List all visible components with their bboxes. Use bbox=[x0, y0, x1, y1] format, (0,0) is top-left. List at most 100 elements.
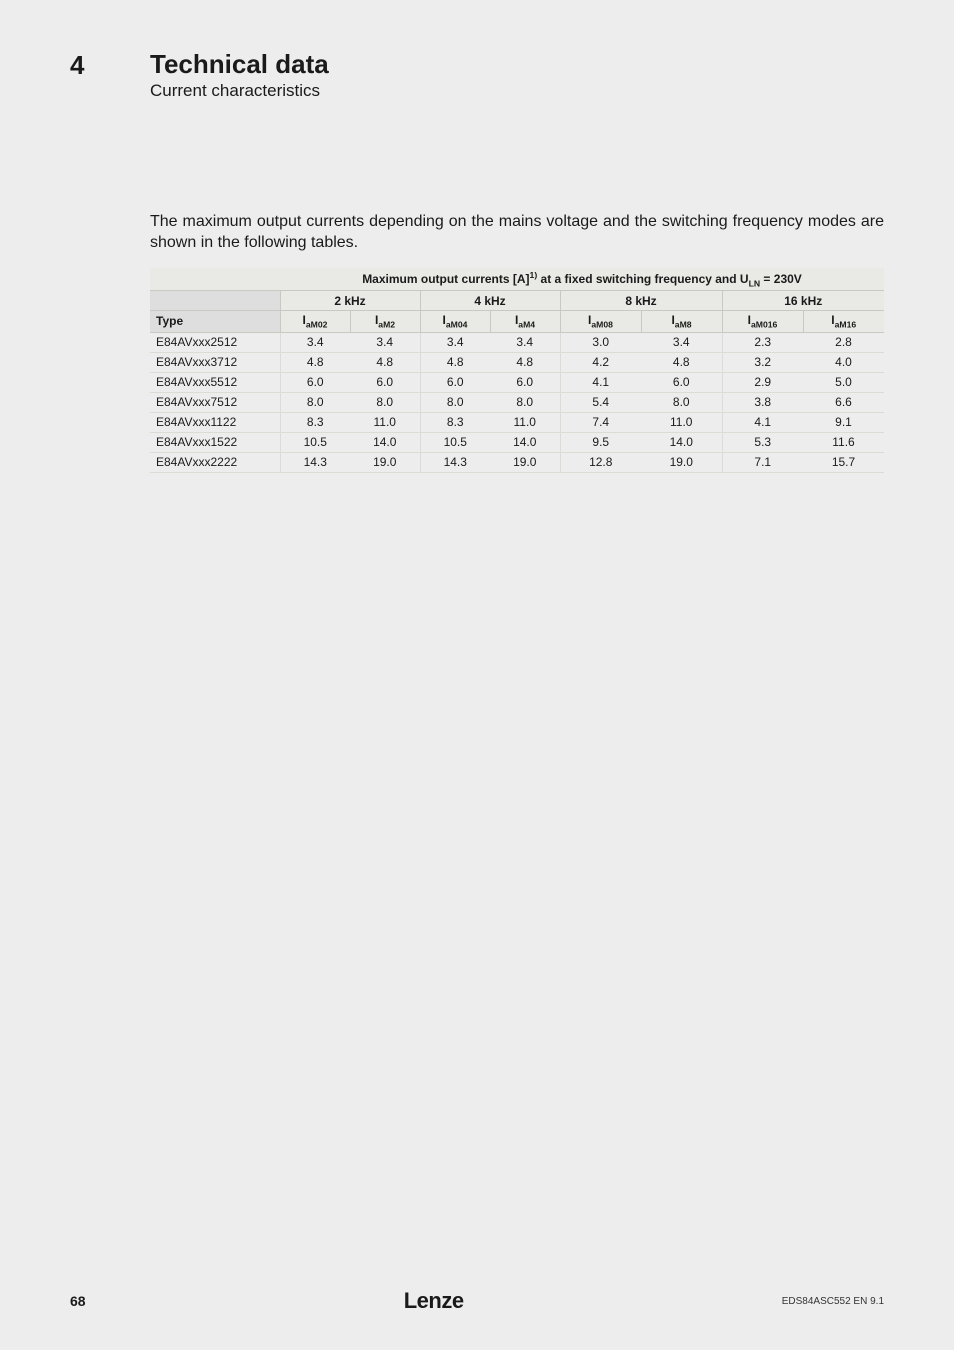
table-cell-value: 3.4 bbox=[641, 332, 722, 352]
table-cell-value: 4.1 bbox=[560, 372, 641, 392]
table-cell-value: 8.0 bbox=[280, 392, 350, 412]
table-cell-value: 2.9 bbox=[722, 372, 803, 392]
table-cell-type: E84AVxxx5512 bbox=[150, 372, 280, 392]
table-cell-value: 4.8 bbox=[641, 352, 722, 372]
table-symbol-header: IaM8 bbox=[641, 311, 722, 332]
table-cell-value: 9.5 bbox=[560, 432, 641, 452]
table-symbol-header: IaM4 bbox=[490, 311, 560, 332]
intro-paragraph: The maximum output currents depending on… bbox=[150, 211, 884, 254]
table-cell-value: 6.0 bbox=[350, 372, 420, 392]
output-currents-table: Maximum output currents [A]1) at a fixed… bbox=[150, 268, 884, 473]
table-symbol-header: IaM04 bbox=[420, 311, 490, 332]
output-currents-table-wrap: Maximum output currents [A]1) at a fixed… bbox=[150, 268, 884, 473]
table-cell-value: 10.5 bbox=[280, 432, 350, 452]
table-row: E84AVxxx222214.319.014.319.012.819.07.11… bbox=[150, 452, 884, 472]
table-cell-value: 19.0 bbox=[350, 452, 420, 472]
table-cell-value: 6.6 bbox=[803, 392, 884, 412]
table-frequency-row: 2 kHz4 kHz8 kHz16 kHz bbox=[150, 291, 884, 311]
table-symbol-header: IaM016 bbox=[722, 311, 803, 332]
table-cell-value: 4.1 bbox=[722, 412, 803, 432]
table-cell-value: 10.5 bbox=[420, 432, 490, 452]
table-cell-value: 4.8 bbox=[280, 352, 350, 372]
table-cell-value: 8.0 bbox=[420, 392, 490, 412]
table-cell-value: 4.8 bbox=[420, 352, 490, 372]
table-freq-header: 2 kHz bbox=[280, 291, 420, 311]
table-cell-type: E84AVxxx1522 bbox=[150, 432, 280, 452]
table-cell-value: 4.2 bbox=[560, 352, 641, 372]
table-cell-value: 8.0 bbox=[641, 392, 722, 412]
table-cell-value: 8.0 bbox=[350, 392, 420, 412]
table-cell-value: 5.4 bbox=[560, 392, 641, 412]
table-cell-value: 9.1 bbox=[803, 412, 884, 432]
document-id: EDS84ASC552 EN 9.1 bbox=[782, 1296, 884, 1307]
table-cell-value: 14.3 bbox=[280, 452, 350, 472]
table-cell-value: 2.3 bbox=[722, 332, 803, 352]
table-cell-value: 3.4 bbox=[350, 332, 420, 352]
table-cell-value: 11.0 bbox=[641, 412, 722, 432]
table-cell-value: 3.4 bbox=[420, 332, 490, 352]
table-freq-header: 4 kHz bbox=[420, 291, 560, 311]
table-cell-value: 12.8 bbox=[560, 452, 641, 472]
page: 4 Technical data Current characteristics… bbox=[0, 0, 954, 1350]
section-number: 4 bbox=[70, 50, 110, 81]
table-cell-value: 8.3 bbox=[280, 412, 350, 432]
table-freq-header: 16 kHz bbox=[722, 291, 884, 311]
table-cell-value: 5.3 bbox=[722, 432, 803, 452]
page-subtitle: Current characteristics bbox=[150, 81, 884, 101]
table-symbol-header: IaM02 bbox=[280, 311, 350, 332]
table-cell-value: 14.0 bbox=[350, 432, 420, 452]
page-title: Technical data bbox=[150, 50, 884, 79]
table-cell-value: 3.0 bbox=[560, 332, 641, 352]
table-cell-value: 8.0 bbox=[490, 392, 560, 412]
table-row: E84AVxxx37124.84.84.84.84.24.83.24.0 bbox=[150, 352, 884, 372]
table-cell-value: 3.2 bbox=[722, 352, 803, 372]
table-symbol-header: IaM16 bbox=[803, 311, 884, 332]
table-cell-value: 11.0 bbox=[490, 412, 560, 432]
table-cell-value: 6.0 bbox=[280, 372, 350, 392]
table-cell-value: 7.1 bbox=[722, 452, 803, 472]
table-freq-header: 8 kHz bbox=[560, 291, 722, 311]
table-type-header: Type bbox=[150, 311, 280, 332]
table-row: E84AVxxx11228.311.08.311.07.411.04.19.1 bbox=[150, 412, 884, 432]
table-caption: Maximum output currents [A]1) at a fixed… bbox=[280, 268, 884, 291]
table-cell-value: 4.8 bbox=[350, 352, 420, 372]
table-cell-value: 4.8 bbox=[490, 352, 560, 372]
table-cell-value: 19.0 bbox=[490, 452, 560, 472]
table-cell-value: 3.4 bbox=[280, 332, 350, 352]
table-symbol-row: Type IaM02IaM2IaM04IaM4IaM08IaM8IaM016Ia… bbox=[150, 311, 884, 332]
table-row: E84AVxxx75128.08.08.08.05.48.03.86.6 bbox=[150, 392, 884, 412]
table-cell-value: 6.0 bbox=[641, 372, 722, 392]
table-cell-type: E84AVxxx2512 bbox=[150, 332, 280, 352]
table-cell-value: 2.8 bbox=[803, 332, 884, 352]
table-body: E84AVxxx25123.43.43.43.43.03.42.32.8E84A… bbox=[150, 332, 884, 472]
table-cell-value: 14.0 bbox=[490, 432, 560, 452]
table-corner-blank bbox=[150, 268, 280, 291]
table-cell-value: 4.0 bbox=[803, 352, 884, 372]
brand-logo: Lenze bbox=[404, 1288, 464, 1314]
page-footer: 68 Lenze EDS84ASC552 EN 9.1 bbox=[70, 1288, 884, 1314]
title-block: Technical data Current characteristics bbox=[150, 50, 884, 101]
table-cell-value: 6.0 bbox=[420, 372, 490, 392]
page-header: 4 Technical data Current characteristics bbox=[70, 50, 884, 101]
table-cell-value: 8.3 bbox=[420, 412, 490, 432]
table-cell-value: 3.8 bbox=[722, 392, 803, 412]
table-cell-value: 14.3 bbox=[420, 452, 490, 472]
table-cell-value: 6.0 bbox=[490, 372, 560, 392]
table-cell-value: 15.7 bbox=[803, 452, 884, 472]
table-cell-value: 19.0 bbox=[641, 452, 722, 472]
table-cell-value: 7.4 bbox=[560, 412, 641, 432]
table-cell-type: E84AVxxx7512 bbox=[150, 392, 280, 412]
table-symbol-header: IaM08 bbox=[560, 311, 641, 332]
table-cell-type: E84AVxxx2222 bbox=[150, 452, 280, 472]
table-cell-type: E84AVxxx1122 bbox=[150, 412, 280, 432]
table-cell-type: E84AVxxx3712 bbox=[150, 352, 280, 372]
table-freq-blank bbox=[150, 291, 280, 311]
table-cell-value: 3.4 bbox=[490, 332, 560, 352]
table-cell-value: 11.6 bbox=[803, 432, 884, 452]
table-cell-value: 14.0 bbox=[641, 432, 722, 452]
table-cell-value: 5.0 bbox=[803, 372, 884, 392]
page-number: 68 bbox=[70, 1293, 86, 1309]
table-caption-row: Maximum output currents [A]1) at a fixed… bbox=[150, 268, 884, 291]
table-cell-value: 11.0 bbox=[350, 412, 420, 432]
table-row: E84AVxxx25123.43.43.43.43.03.42.32.8 bbox=[150, 332, 884, 352]
